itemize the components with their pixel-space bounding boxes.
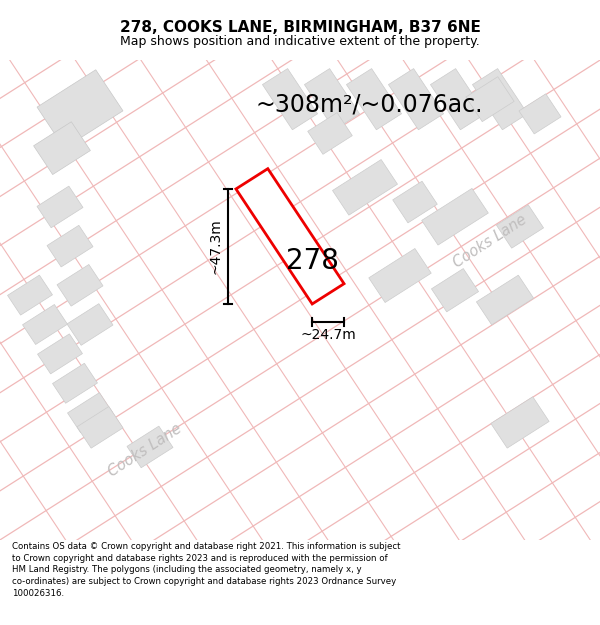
Polygon shape xyxy=(472,69,527,130)
Text: ~47.3m: ~47.3m xyxy=(209,219,223,274)
Polygon shape xyxy=(236,169,344,304)
Polygon shape xyxy=(23,304,67,344)
Polygon shape xyxy=(262,69,317,130)
Polygon shape xyxy=(476,275,533,325)
Polygon shape xyxy=(491,397,549,448)
Polygon shape xyxy=(496,205,544,248)
Polygon shape xyxy=(519,94,561,134)
Polygon shape xyxy=(392,181,437,223)
Text: 278: 278 xyxy=(286,247,338,275)
Polygon shape xyxy=(304,69,359,130)
Polygon shape xyxy=(57,264,103,306)
Polygon shape xyxy=(422,188,488,245)
Polygon shape xyxy=(68,392,112,432)
Polygon shape xyxy=(38,334,82,374)
Polygon shape xyxy=(34,122,91,174)
Text: Cooks Lane: Cooks Lane xyxy=(451,212,529,271)
Text: Cooks Lane: Cooks Lane xyxy=(106,421,184,479)
Polygon shape xyxy=(308,112,352,154)
Polygon shape xyxy=(53,363,97,403)
Polygon shape xyxy=(346,69,401,130)
Polygon shape xyxy=(47,225,93,267)
Polygon shape xyxy=(77,406,123,448)
Polygon shape xyxy=(67,304,113,345)
Text: Contains OS data © Crown copyright and database right 2021. This information is : Contains OS data © Crown copyright and d… xyxy=(12,542,401,598)
Polygon shape xyxy=(466,77,514,122)
Polygon shape xyxy=(369,249,431,302)
Text: Map shows position and indicative extent of the property.: Map shows position and indicative extent… xyxy=(120,35,480,48)
Polygon shape xyxy=(388,69,443,130)
Polygon shape xyxy=(430,69,485,130)
Polygon shape xyxy=(8,275,52,315)
Text: ~24.7m: ~24.7m xyxy=(300,328,356,342)
Polygon shape xyxy=(127,426,173,468)
Text: 278, COOKS LANE, BIRMINGHAM, B37 6NE: 278, COOKS LANE, BIRMINGHAM, B37 6NE xyxy=(119,20,481,35)
Text: ~308m²/~0.076ac.: ~308m²/~0.076ac. xyxy=(255,92,482,116)
Polygon shape xyxy=(37,186,83,228)
Polygon shape xyxy=(332,159,397,215)
Polygon shape xyxy=(431,269,479,312)
Polygon shape xyxy=(37,70,123,148)
